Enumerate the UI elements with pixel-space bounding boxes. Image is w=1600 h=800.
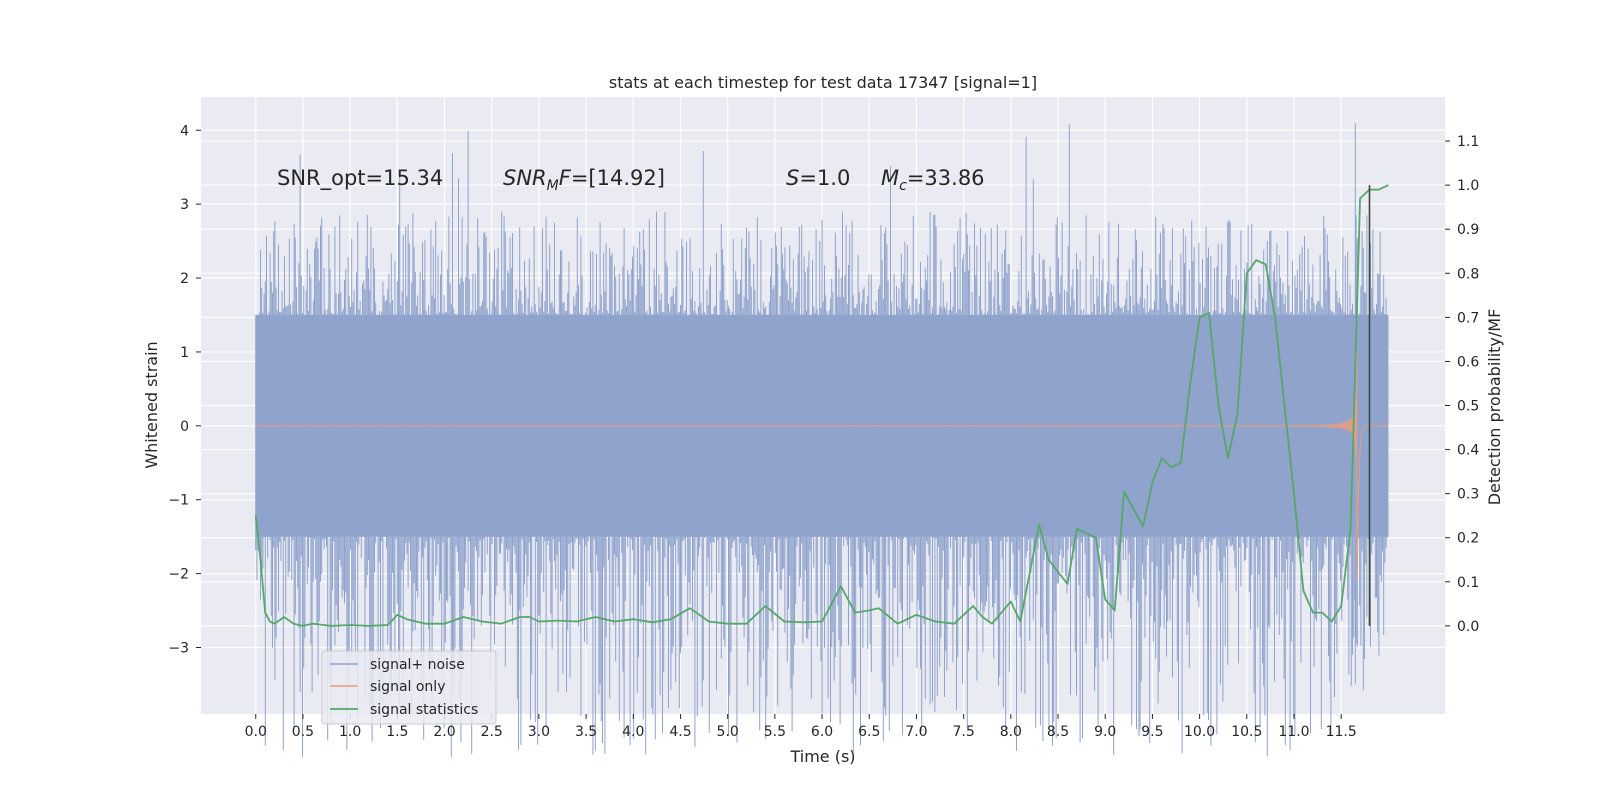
y-right-tick-label: 0.1	[1457, 575, 1479, 591]
legend: signal+ noise signal only signal statist…	[321, 650, 497, 725]
x-tick-label: 10.0	[1184, 724, 1215, 740]
x-tick-label: 7.0	[905, 724, 927, 740]
annotation-mc-sub: c	[899, 178, 907, 194]
y-right-tick-label: 0.4	[1457, 443, 1479, 459]
y-right-tick-label: 1.0	[1457, 178, 1479, 194]
y-right-tick-label: 0.0	[1457, 619, 1479, 635]
annotation-mc-value: =33.86	[907, 166, 985, 190]
legend-label-signal-statistics: signal statistics	[370, 702, 478, 718]
annotation-s-main: S	[786, 166, 799, 190]
x-tick-label: 3.5	[575, 724, 597, 740]
y-tick-label: 4	[180, 123, 189, 139]
annotation-s-value: =1.0	[799, 166, 850, 190]
x-tick-label: 8.0	[1000, 724, 1022, 740]
y-axis-label: Whitened strain	[142, 341, 161, 468]
y-right-tick-label: 0.2	[1457, 531, 1479, 547]
y-right-tick-label: 0.5	[1457, 399, 1479, 415]
y-tick-label: 2	[180, 271, 189, 287]
y-right-tick-label: 0.7	[1457, 310, 1479, 326]
x-tick-label: 5.0	[717, 724, 739, 740]
x-tick-label: 2.0	[433, 724, 455, 740]
x-axis-label: Time (s)	[789, 747, 855, 766]
annotation-snr-mf-main: SNR	[503, 166, 547, 190]
x-tick-label: 2.5	[481, 724, 503, 740]
x-tick-label: 11.5	[1326, 724, 1357, 740]
x-tick-label: 11.0	[1278, 724, 1309, 740]
annotation-mc-main: M	[881, 166, 899, 190]
x-tick-label: 0.0	[245, 724, 267, 740]
x-axis-ticks: 0.0 0.5 1.0 1.5 2.0 2.5 3.0 3.5 4.0 4.5 5.0 5.5 6.0 6…	[245, 714, 1357, 740]
x-tick-label: 6.5	[858, 724, 880, 740]
annotation-snr-mf-rest: F	[559, 166, 572, 190]
y-right-tick-label: 1.1	[1457, 134, 1479, 150]
x-tick-label: 4.0	[622, 724, 644, 740]
annotation-mc: Mc=33.86	[881, 166, 985, 194]
y-axis-ticks: 4 3 2 1 0 −1 −2 −3	[168, 123, 201, 656]
y-axis-right-label: Detection probability/MF	[1485, 309, 1504, 506]
y-right-tick-label: 0.9	[1457, 222, 1479, 238]
x-tick-label: 3.0	[528, 724, 550, 740]
x-tick-label: 1.0	[339, 724, 361, 740]
y-tick-label: 1	[180, 345, 189, 361]
series-signal-statistics	[254, 184, 1389, 627]
legend-label-signal-noise: signal+ noise	[370, 657, 465, 673]
annotation-snr-mf-value: =[14.92]	[571, 166, 665, 190]
y-tick-label: −1	[168, 493, 189, 509]
annotation-snr-opt: SNR_opt=15.34	[277, 166, 443, 191]
noise-trace	[255, 122, 1388, 758]
statistics-trace	[254, 184, 1389, 627]
x-tick-label: 6.0	[811, 724, 833, 740]
annotation-snr-mf-sub: M	[547, 178, 559, 194]
y-tick-label: −2	[168, 567, 189, 583]
signal-trace	[255, 350, 1389, 579]
x-tick-label: 7.5	[953, 724, 975, 740]
y-right-tick-label: 0.8	[1457, 266, 1479, 282]
x-tick-label: 8.5	[1047, 724, 1069, 740]
y-tick-label: 0	[180, 419, 189, 435]
x-tick-label: 9.0	[1094, 724, 1116, 740]
y-tick-label: 3	[180, 197, 189, 213]
y-axis-right-ticks: 1.1 1.0 0.9 0.8 0.7 0.6 0.5 0.4 0.3 0.2 0.1 0.0	[1445, 134, 1479, 635]
x-tick-label: 4.5	[669, 724, 691, 740]
y-tick-label: −3	[168, 640, 189, 656]
x-tick-label: 9.5	[1141, 724, 1163, 740]
y-right-tick-label: 0.3	[1457, 487, 1479, 503]
x-tick-label: 1.5	[386, 724, 408, 740]
x-tick-label: 5.5	[764, 724, 786, 740]
series-signal-only	[255, 350, 1389, 579]
x-tick-label: 0.5	[292, 724, 314, 740]
x-tick-label: 10.5	[1231, 724, 1262, 740]
legend-label-signal-only: signal only	[370, 679, 445, 695]
annotation-s: S=1.0	[786, 166, 850, 190]
annotation-snr-mf: SNRMF=[14.92]	[503, 166, 665, 194]
legend-box	[321, 650, 497, 725]
chart-title: stats at each timestep for test data 173…	[609, 73, 1037, 92]
y-right-tick-label: 0.6	[1457, 354, 1479, 370]
